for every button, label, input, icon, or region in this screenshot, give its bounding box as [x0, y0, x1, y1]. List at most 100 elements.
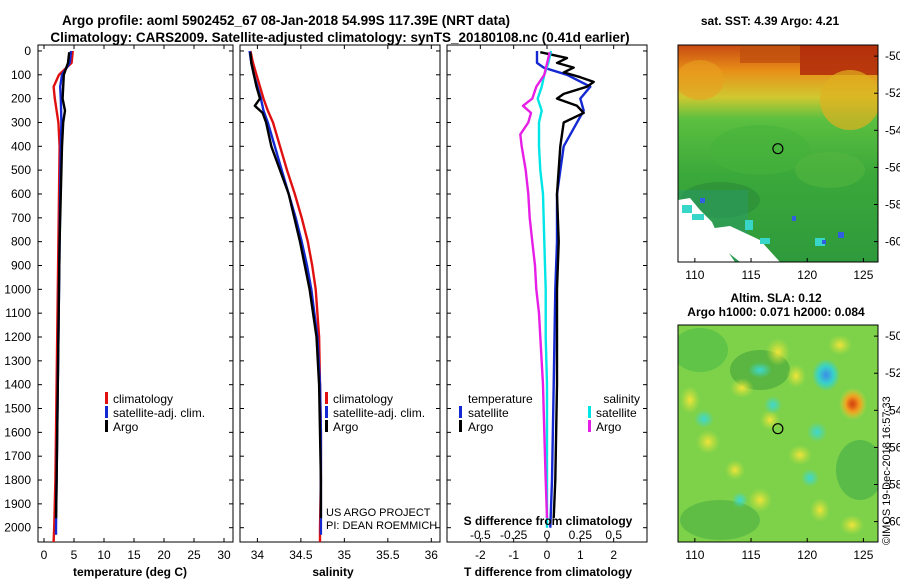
legend-label-s-argo: Argo	[596, 420, 622, 434]
temperature-panel-frame	[37, 44, 234, 543]
depth-tick-label: 1600	[4, 425, 31, 439]
depth-tick-label: 1400	[4, 378, 31, 392]
series-line-argo	[54, 52, 71, 519]
temperature-plot: 0 5 10 15 20 25 30	[41, 45, 231, 562]
lon-tick-label: 110	[685, 268, 704, 282]
legend-label-satellite-adj: satellite-adj. clim.	[333, 406, 425, 420]
t-difference-tick-label: 0	[544, 548, 551, 562]
depth-tick-label: 1500	[4, 402, 31, 416]
lon-tick-label: 110	[685, 548, 704, 562]
t-difference-tick-label: -1	[508, 548, 519, 562]
depth-tick-label: 500	[11, 163, 31, 177]
figure-title-line1: Argo profile: aoml 5902452_67 08-Jan-201…	[62, 13, 510, 28]
depth-tick-label: 1300	[4, 354, 31, 368]
legend-swatch-argo	[325, 420, 328, 432]
legend-swatch-s-argo	[588, 420, 591, 432]
t-difference-tick-label: 2	[610, 548, 617, 562]
legend-swatch-climatology	[105, 392, 108, 404]
sst-map-axes: 110 115 120 125 -50 -52 -54 -56 -58 -60	[685, 49, 900, 282]
depth-tick-label: 1700	[4, 449, 31, 463]
series-line-t-argo	[540, 51, 595, 519]
legend-swatch-s-satellite	[588, 406, 591, 418]
lon-tick-label: 120	[797, 548, 817, 562]
salinity-xlabel: salinity	[312, 565, 354, 579]
sst-float-marker	[772, 143, 784, 155]
legend-label-salinity: salinity	[603, 392, 640, 406]
legend-swatch-climatology	[325, 392, 328, 404]
s-difference-xlabel: S difference from climatology	[464, 514, 633, 528]
lon-tick-label: 115	[741, 548, 760, 562]
sla-float-marker	[772, 423, 784, 435]
sla-map-axes: 110 115 120 125 -50 -52 -54 -56 -58 -60	[685, 329, 900, 562]
lat-tick-label: -52	[885, 366, 900, 380]
lat-tick-label: -60	[885, 235, 900, 249]
salinity-plot: 34 34.5 35 35.5 36	[248, 45, 439, 562]
depth-tick-label: 2000	[4, 521, 31, 535]
series-line-argo	[249, 52, 323, 519]
figure-title-line2: Climatology: CARS2009. Satellite-adjuste…	[50, 30, 629, 45]
depth-tick-label: 800	[11, 235, 31, 249]
sst-map-frame	[677, 44, 879, 263]
sla-map-image	[678, 325, 878, 542]
lat-tick-label: -58	[885, 478, 900, 492]
sla-map-frame	[677, 324, 879, 543]
sst-map-image	[678, 45, 878, 262]
legend-label-satellite-adj: satellite-adj. clim.	[113, 406, 205, 420]
s-difference-tick-label: 0	[544, 528, 551, 542]
depth-tick-label: 0	[24, 44, 31, 58]
depth-tick-label: 1800	[4, 473, 31, 487]
difference-plot: -2 -1 0 1 2 -0.5 -0.25 0 0.25 0.5	[470, 45, 622, 562]
legend-label-t-satellite: satellite	[468, 406, 509, 420]
temperature-tick-label: 15	[127, 548, 141, 562]
temperature-tick-label: 5	[71, 548, 78, 562]
lon-tick-label: 125	[853, 268, 873, 282]
s-difference-tick-label: -0.25	[500, 528, 528, 542]
lat-tick-label: -54	[885, 123, 900, 137]
t-difference-tick-label: 1	[577, 548, 584, 562]
legend-label-climatology: climatology	[113, 392, 173, 406]
legend-label-climatology: climatology	[333, 392, 393, 406]
sst-map-title: sat. SST: 4.39 Argo: 4.21	[701, 14, 840, 28]
salinity-tick-label: 35	[338, 548, 352, 562]
series-line-t-satellite	[535, 51, 592, 528]
lon-tick-label: 115	[741, 268, 760, 282]
t-difference-xlabel: T difference from climatology	[464, 565, 632, 579]
imos-timestamp: ©IMOS 19-Dec-2018 16:57:33	[881, 396, 893, 545]
legend-swatch-argo	[105, 420, 108, 432]
lat-tick-label: -56	[885, 440, 900, 454]
legend-swatch-t-satellite	[459, 406, 462, 418]
difference-legend: temperature satellite Argo salinity sate…	[459, 392, 640, 434]
depth-tick-label: 1100	[5, 306, 31, 320]
depth-tick-label: 1000	[4, 282, 31, 296]
salinity-legend: climatology satellite-adj. clim. Argo	[325, 392, 425, 434]
s-difference-tick-label: 0.25	[569, 528, 593, 542]
depth-tick-label: 700	[11, 211, 31, 225]
t-difference-tick-label: -2	[475, 548, 486, 562]
s-difference-tick-label: 0.5	[605, 528, 622, 542]
lat-tick-label: -54	[885, 403, 900, 417]
depth-tick-label: 400	[11, 139, 31, 153]
legend-swatch-satellite-adj	[325, 406, 328, 418]
depth-tick-label: 200	[11, 92, 31, 106]
legend-label-argo: Argo	[333, 420, 359, 434]
lat-tick-label: -52	[885, 86, 900, 100]
salinity-panel-frame	[239, 44, 441, 543]
temperature-tick-label: 25	[187, 548, 201, 562]
sla-map-title2: Argo h1000: 0.071 h2000: 0.084	[687, 305, 865, 319]
temperature-tick-label: 10	[97, 548, 111, 562]
lon-tick-label: 125	[853, 548, 873, 562]
salinity-tick-label: 36	[425, 548, 439, 562]
depth-tick-label: 900	[11, 258, 31, 272]
legend-label-temperature: temperature	[468, 392, 533, 406]
depth-tick-label: 1900	[4, 497, 31, 511]
salinity-tick-label: 34	[251, 548, 265, 562]
legend-label-t-argo: Argo	[468, 420, 494, 434]
lat-tick-label: -50	[885, 329, 900, 343]
temperature-tick-label: 30	[217, 548, 231, 562]
depth-tick-label: 300	[11, 115, 31, 129]
legend-swatch-satellite-adj	[105, 406, 108, 418]
depth-tick-label: 600	[11, 187, 31, 201]
salinity-tick-label: 35.5	[376, 548, 400, 562]
credit-line1: US ARGO PROJECT	[326, 507, 431, 519]
